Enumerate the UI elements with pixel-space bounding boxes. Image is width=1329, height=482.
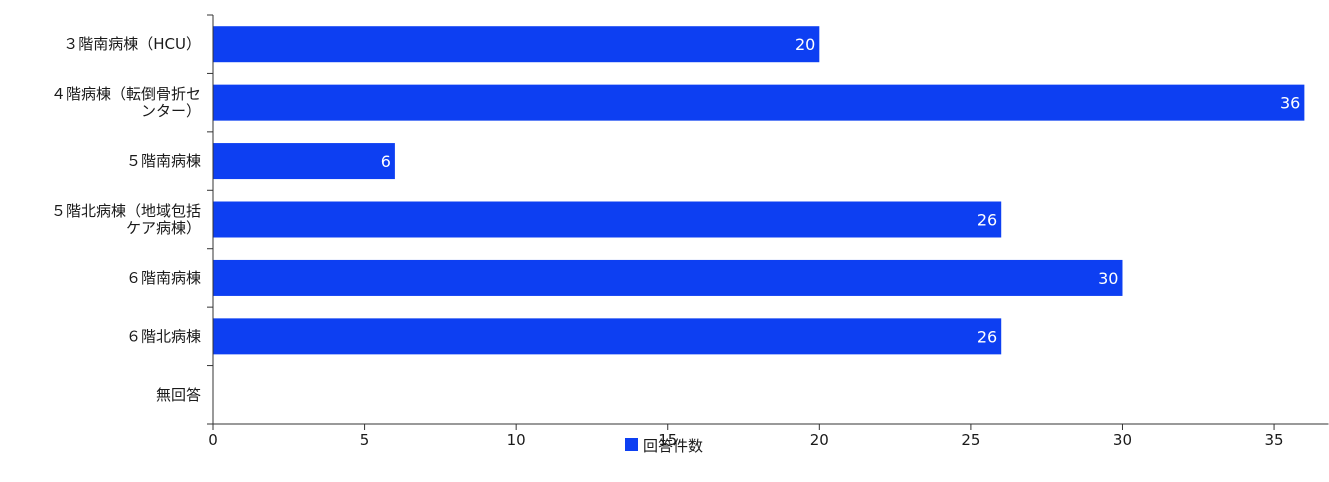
y-axis: ３階南病棟（HCU） ４階病棟（転倒骨折センター） ５階南病棟 ５階北病棟（地域包括ケ… — [51, 14, 214, 425]
category-label-line: ンター） — [141, 102, 201, 120]
data-label-0: 20 — [795, 35, 815, 54]
category-label-1: ４階病棟（転倒骨折センター） — [51, 85, 201, 120]
bar-4 — [213, 259, 1123, 296]
legend-label-回答件数: 回答件数 — [643, 437, 703, 455]
category-label-line: ６階南病棟 — [126, 269, 201, 287]
category-label-line: 無回答 — [156, 386, 201, 404]
x-tick-label-0: 0 — [208, 431, 218, 449]
x-tick-label-10: 10 — [507, 431, 526, 449]
category-label-line: ５階南病棟 — [126, 152, 201, 170]
category-label-4: ６階南病棟 — [126, 269, 201, 287]
bar-1 — [213, 84, 1305, 121]
legend-swatch — [625, 438, 638, 451]
bar-5 — [213, 318, 1002, 355]
data-label-4: 30 — [1098, 269, 1118, 288]
category-label-line: ５階北病棟（地域包括 — [51, 202, 201, 220]
x-tick-label-35: 35 — [1265, 431, 1284, 449]
data-label-3: 26 — [977, 211, 997, 230]
category-label-line: ６階北病棟 — [126, 327, 201, 345]
x-tick-label-30: 30 — [1113, 431, 1132, 449]
bar-0 — [213, 26, 820, 63]
data-label-5: 26 — [977, 327, 997, 346]
bar-2 — [213, 143, 395, 180]
bar-3 — [213, 201, 1002, 238]
x-tick-label-5: 5 — [360, 431, 370, 449]
category-label-6: 無回答 — [156, 386, 201, 404]
category-label-2: ５階南病棟 — [126, 152, 201, 170]
x-axis: 0 5 10 15 20 25 30 35 — [208, 423, 1329, 449]
data-label-2: 6 — [381, 152, 391, 171]
category-label-5: ６階北病棟 — [126, 327, 201, 345]
x-tick-label-25: 25 — [961, 431, 980, 449]
x-tick-label-15: 15 — [658, 431, 677, 449]
category-label-line: ３階南病棟（HCU） — [63, 35, 201, 53]
legend: 回答件数 — [625, 437, 703, 455]
category-label-line: ４階病棟（転倒骨折セ — [51, 85, 201, 103]
x-tick-label-20: 20 — [810, 431, 829, 449]
category-label-3: ５階北病棟（地域包括ケア病棟） — [51, 202, 201, 237]
data-label-1: 36 — [1280, 94, 1300, 113]
category-label-0: ３階南病棟（HCU） — [63, 35, 201, 53]
data-labels-group: 20 36 6 26 30 26 — [381, 35, 1301, 346]
category-label-line: ケア病棟） — [126, 219, 201, 237]
bars-group — [213, 26, 1305, 355]
